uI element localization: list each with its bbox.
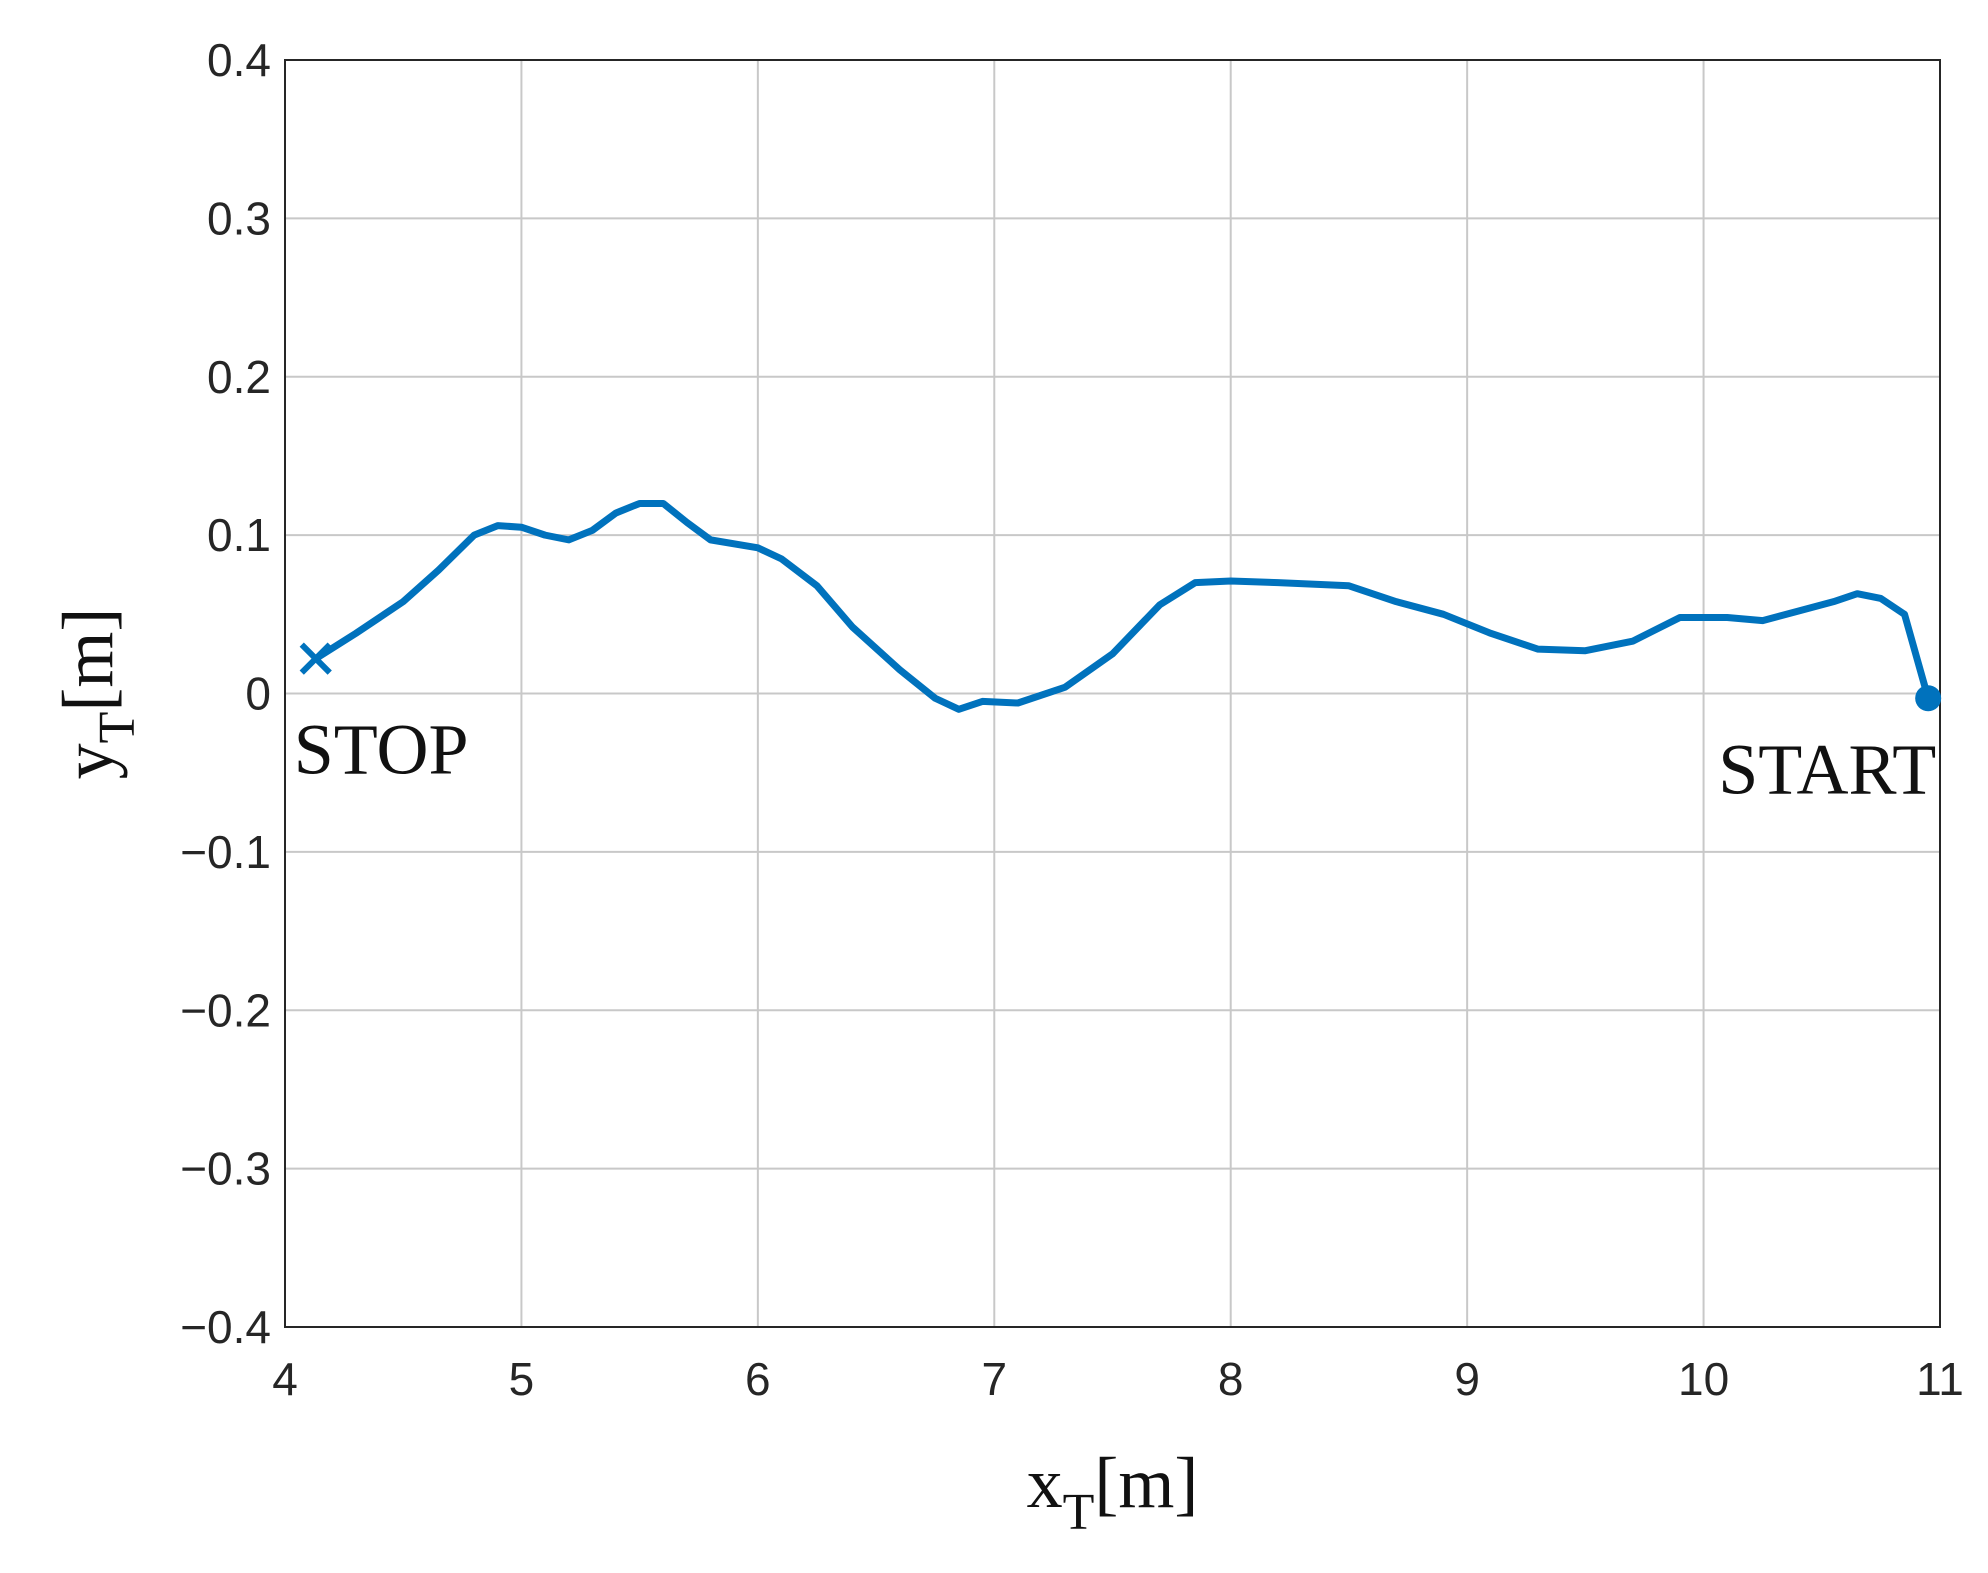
y-tick-label: −0.1 (180, 826, 271, 878)
y-tick-label: 0 (245, 668, 271, 720)
y-tick-label: 0.1 (207, 509, 271, 561)
x-tick-label: 11 (1916, 1353, 1964, 1405)
x-tick-label: 4 (272, 1353, 298, 1405)
trajectory-line (312, 499, 1932, 713)
stop-marker (299, 642, 332, 675)
x-tick-label: 9 (1454, 1353, 1480, 1405)
y-tick-label: −0.4 (180, 1301, 271, 1353)
x-label-sub: T (1063, 1484, 1095, 1541)
y-label-sub: T (89, 712, 146, 744)
y-label-unit: [m] (48, 608, 128, 712)
x-tick-label: 10 (1678, 1353, 1729, 1405)
start-label: START (1718, 729, 1936, 809)
x-tick-label: 5 (509, 1353, 535, 1405)
y-tick-label: 0.4 (207, 34, 271, 86)
y-tick-label: −0.2 (180, 984, 271, 1036)
y-tick-label: 0.2 (207, 351, 271, 403)
x-tick-label: 8 (1218, 1353, 1244, 1405)
y-axis-label: yT[m] (48, 608, 146, 780)
y-label-main: y (48, 743, 128, 779)
start-marker (1915, 685, 1942, 712)
x-tick-label: 6 (745, 1353, 771, 1405)
x-axis-label: xT[m] (1027, 1443, 1199, 1541)
stop-label: STOP (294, 710, 469, 790)
y-tick-label: −0.3 (180, 1143, 271, 1195)
y-tick-label: 0.3 (207, 192, 271, 244)
x-label-unit: [m] (1094, 1443, 1198, 1523)
x-tick-label: 7 (981, 1353, 1007, 1405)
x-label-main: x (1027, 1443, 1063, 1523)
